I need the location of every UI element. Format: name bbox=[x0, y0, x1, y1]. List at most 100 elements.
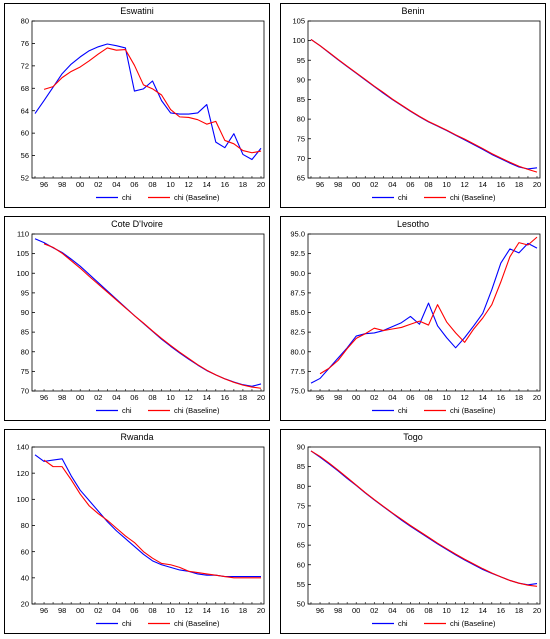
y-tick-label: 40 bbox=[21, 573, 29, 582]
x-tick-label: 08 bbox=[148, 606, 156, 615]
x-tick-label: 10 bbox=[442, 180, 450, 189]
y-tick-label: 80 bbox=[21, 521, 29, 530]
x-tick-label: 98 bbox=[58, 606, 66, 615]
y-tick-label: 55 bbox=[297, 580, 305, 589]
series-line-chi-baseline bbox=[310, 450, 538, 587]
x-tick-label: 18 bbox=[515, 393, 523, 402]
y-tick-label: 140 bbox=[16, 443, 29, 452]
x-tick-label: 18 bbox=[515, 606, 523, 615]
x-tick-label: 04 bbox=[112, 393, 120, 402]
y-tick-label: 70 bbox=[297, 154, 305, 163]
y-tick-label: 92.5 bbox=[290, 249, 305, 258]
x-tick-label: 02 bbox=[94, 180, 102, 189]
y-tick-label: 75.0 bbox=[290, 387, 305, 396]
x-tick-label: 04 bbox=[388, 393, 396, 402]
y-tick-label: 95 bbox=[21, 288, 29, 297]
y-tick-label: 76 bbox=[21, 39, 29, 48]
x-tick-label: 20 bbox=[533, 180, 541, 189]
x-tick-label: 14 bbox=[203, 606, 211, 615]
x-tick-label: 16 bbox=[221, 606, 229, 615]
x-tick-label: 12 bbox=[461, 606, 469, 615]
x-tick-label: 04 bbox=[388, 180, 396, 189]
x-tick-label: 16 bbox=[221, 180, 229, 189]
x-tick-label: 14 bbox=[479, 393, 487, 402]
x-tick-label: 02 bbox=[94, 606, 102, 615]
y-tick-label: 75 bbox=[297, 501, 305, 510]
legend-label-chi-baseline: chi (Baseline) bbox=[450, 406, 496, 415]
x-tick-label: 98 bbox=[58, 180, 66, 189]
x-tick-label: 98 bbox=[334, 606, 342, 615]
series-line-chi-baseline bbox=[310, 38, 538, 173]
x-tick-label: 16 bbox=[497, 606, 505, 615]
x-tick-label: 96 bbox=[40, 180, 48, 189]
chart-svg: Lesotho 75.0 77.5 80.0 82.5 85.0 87.5 90.0 92.5 9… bbox=[280, 216, 546, 421]
legend-label-chi: chi bbox=[398, 619, 408, 628]
chart-title: Cote D'Ivoire bbox=[111, 219, 163, 229]
x-tick-label: 18 bbox=[239, 180, 247, 189]
plot-area bbox=[31, 20, 265, 179]
panel-benin: Benin 65 70 75 80 85 90 95 100 105 96 98 00 02 04 06 08 1… bbox=[280, 3, 546, 208]
x-tick-label: 14 bbox=[203, 180, 211, 189]
series-line-chi-baseline bbox=[43, 47, 262, 154]
x-tick-label: 06 bbox=[406, 393, 414, 402]
y-tick-label: 60 bbox=[21, 129, 29, 138]
y-tick-label: 87.5 bbox=[290, 288, 305, 297]
x-tick-label: 14 bbox=[479, 606, 487, 615]
y-tick-label: 90.0 bbox=[290, 269, 305, 278]
panel-frame bbox=[4, 3, 270, 208]
y-tick-label: 100 bbox=[292, 36, 305, 45]
y-tick-label: 70 bbox=[297, 521, 305, 530]
panel-lesotho: Lesotho 75.0 77.5 80.0 82.5 85.0 87.5 90.0 92.5 9… bbox=[280, 216, 546, 421]
panel-frame bbox=[280, 3, 546, 208]
series-line-chi bbox=[34, 43, 262, 161]
chart-svg: Cote D'Ivoire 70 75 80 85 90 95 100 105 110 96 98 00… bbox=[4, 216, 270, 421]
y-tick-label: 120 bbox=[16, 469, 29, 478]
chart-svg: Eswatini 52 56 60 64 68 72 76 80 96 98 00 02 04 06 08 10… bbox=[4, 3, 270, 208]
chart-svg: Rwanda 20 40 60 80 100 120 140 96 98 00 02 04 06 08 10 1… bbox=[4, 429, 270, 634]
legend-label-chi: chi bbox=[122, 619, 132, 628]
y-tick-label: 85 bbox=[297, 95, 305, 104]
y-tick-label: 80 bbox=[297, 115, 305, 124]
x-tick-label: 02 bbox=[370, 180, 378, 189]
series-line-chi-baseline bbox=[43, 243, 262, 389]
x-tick-label: 20 bbox=[257, 606, 265, 615]
y-tick-label: 90 bbox=[297, 443, 305, 452]
x-tick-label: 12 bbox=[185, 606, 193, 615]
x-tick-label: 96 bbox=[316, 180, 324, 189]
x-tick-label: 10 bbox=[166, 606, 174, 615]
x-tick-label: 06 bbox=[130, 606, 138, 615]
x-tick-label: 98 bbox=[334, 393, 342, 402]
panel-eswatini: Eswatini 52 56 60 64 68 72 76 80 96 98 00 02 04 06 08 10… bbox=[4, 3, 270, 208]
chart-title: Eswatini bbox=[120, 6, 154, 16]
y-tick-label: 85 bbox=[297, 462, 305, 471]
legend-label-chi: chi bbox=[122, 406, 132, 415]
y-tick-label: 75 bbox=[297, 134, 305, 143]
y-tick-label: 85.0 bbox=[290, 308, 305, 317]
y-tick-label: 52 bbox=[21, 174, 29, 183]
chart-title: Rwanda bbox=[120, 432, 153, 442]
legend-label-chi: chi bbox=[122, 193, 132, 202]
y-tick-label: 65 bbox=[297, 174, 305, 183]
x-tick-label: 20 bbox=[533, 393, 541, 402]
y-tick-label: 105 bbox=[16, 249, 29, 258]
panel-rwanda: Rwanda 20 40 60 80 100 120 140 96 98 00 02 04 06 08 10 1… bbox=[4, 429, 270, 634]
panel-frame bbox=[280, 429, 546, 634]
x-tick-label: 20 bbox=[533, 606, 541, 615]
x-tick-label: 18 bbox=[515, 180, 523, 189]
legend-label-chi-baseline: chi (Baseline) bbox=[174, 619, 220, 628]
y-tick-label: 60 bbox=[21, 547, 29, 556]
x-tick-label: 12 bbox=[185, 180, 193, 189]
x-tick-label: 12 bbox=[461, 393, 469, 402]
legend-label-chi: chi bbox=[398, 193, 408, 202]
x-tick-label: 14 bbox=[479, 180, 487, 189]
x-tick-label: 98 bbox=[58, 393, 66, 402]
x-tick-label: 06 bbox=[130, 180, 138, 189]
y-tick-label: 80 bbox=[21, 17, 29, 26]
x-tick-label: 96 bbox=[40, 606, 48, 615]
x-tick-label: 02 bbox=[370, 606, 378, 615]
y-tick-label: 82.5 bbox=[290, 328, 305, 337]
x-tick-label: 08 bbox=[424, 393, 432, 402]
x-tick-label: 00 bbox=[76, 606, 84, 615]
x-tick-label: 06 bbox=[406, 180, 414, 189]
legend-label-chi-baseline: chi (Baseline) bbox=[174, 406, 220, 415]
